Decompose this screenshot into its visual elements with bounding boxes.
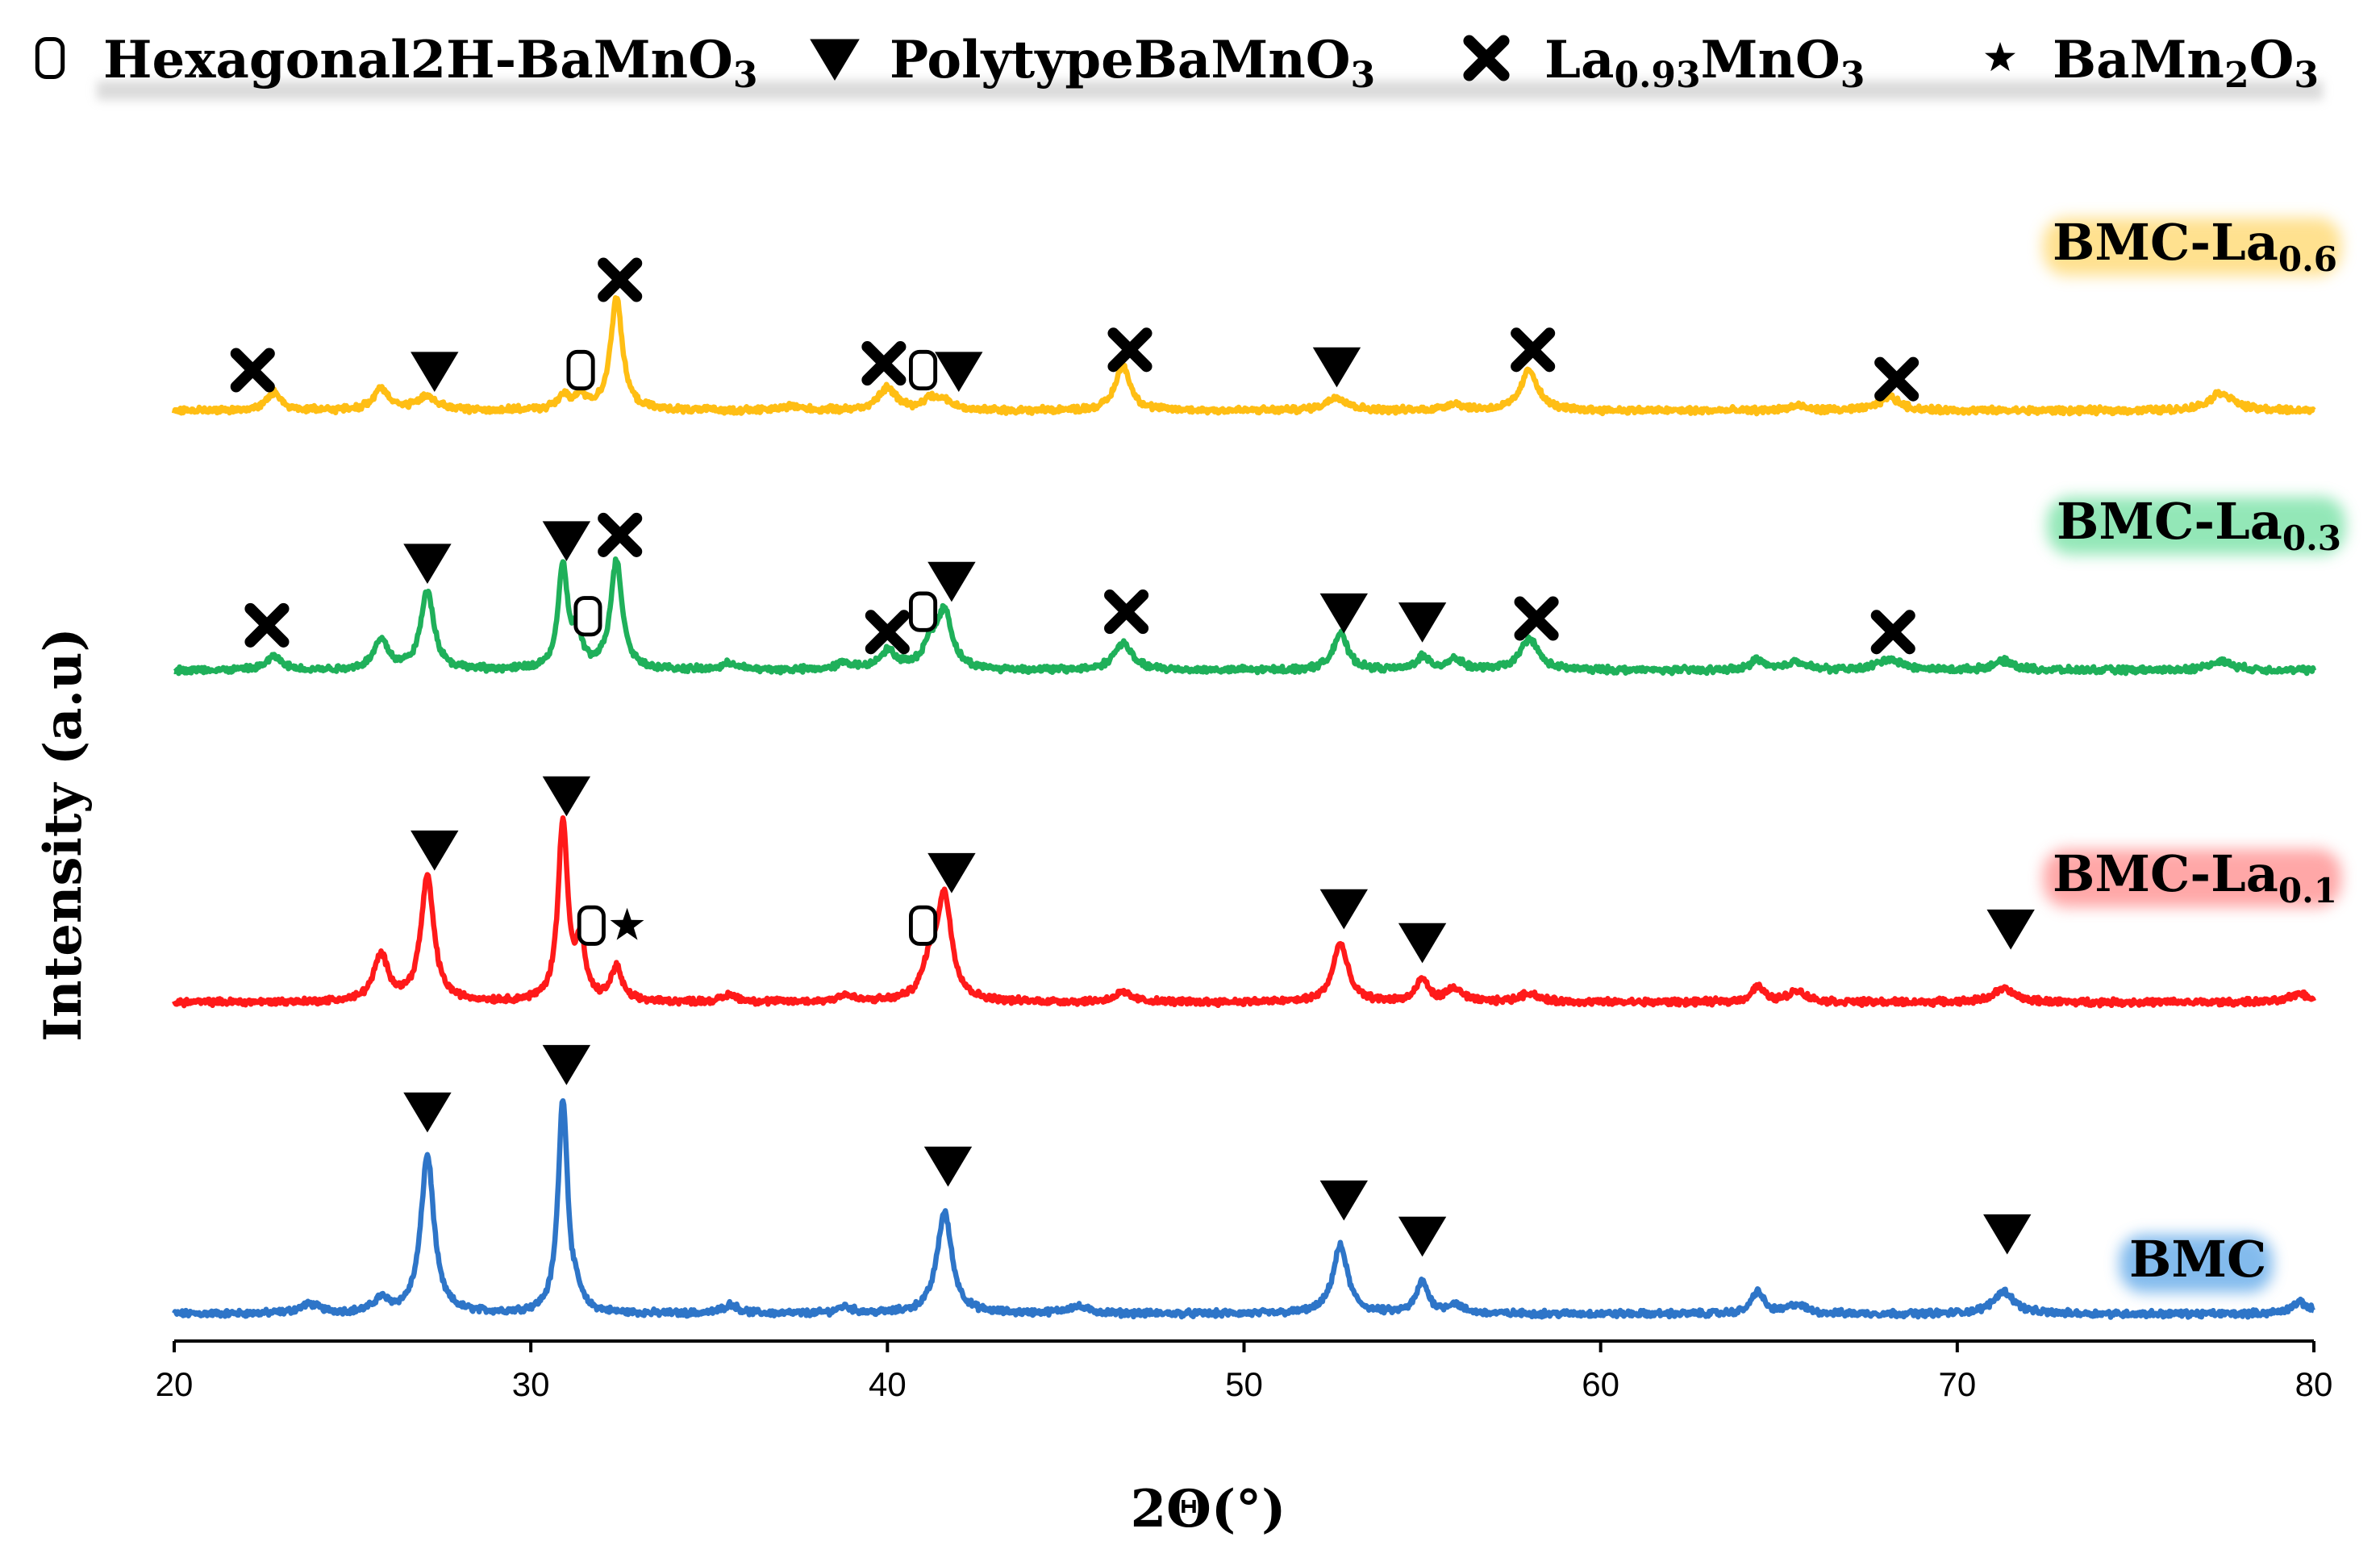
- peak-marker-bold-x: [1107, 327, 1152, 373]
- series-label-glow: [2119, 1235, 2273, 1293]
- x-axis: 20 30 40 50 60 70 80: [156, 1339, 2333, 1403]
- series-label-BMC-La0.1: BMC-La0.1: [2043, 844, 2341, 910]
- peak-marker-down-triangle: [542, 1044, 591, 1085]
- peak-marker-bold-x: [1511, 327, 1556, 373]
- series-line-BMC-La0.6: [171, 295, 2316, 417]
- peak-marker-down-triangle: [411, 830, 459, 871]
- peak-marker-down-triangle: [935, 352, 983, 392]
- x-tick-label-80: 80: [2295, 1365, 2333, 1403]
- marker-layer: [230, 257, 2035, 1257]
- peak-marker-down-triangle: [542, 776, 591, 817]
- peak-marker-bold-x: [244, 602, 290, 648]
- legend-shadow: [97, 81, 2323, 100]
- peak-marker-bold-x: [598, 257, 643, 302]
- peak-marker-down-triangle: [411, 352, 459, 392]
- legend-marker-open-rounded-rect: [35, 36, 65, 80]
- series-line-BMC-La0.3: [172, 556, 2317, 677]
- y-axis-title: Intensity (a.u): [33, 627, 94, 1042]
- series-layer: [171, 295, 2317, 1320]
- peak-marker-down-triangle: [1319, 889, 1369, 930]
- peak-marker-open-rounded-rect: [909, 349, 938, 391]
- series-label-BMC: BMC: [2119, 1230, 2273, 1293]
- peak-marker-down-triangle: [923, 1146, 973, 1187]
- peak-marker-down-triangle: [403, 1092, 452, 1133]
- legend-marker-down-triangle: [810, 39, 860, 81]
- peak-marker-down-triangle: [927, 852, 976, 893]
- peak-marker-open-rounded-rect: [909, 591, 938, 632]
- peak-marker-down-triangle: [1986, 909, 2035, 950]
- legend-label-la-mno3: La0.93MnO3: [1544, 30, 1865, 96]
- series-label-text: BMC: [2129, 1230, 2266, 1289]
- legend-symbol-open-rounded-rect: [35, 36, 65, 80]
- peak-marker-down-triangle: [927, 561, 976, 602]
- peak-marker-down-triangle: [1398, 1216, 1447, 1257]
- x-tick-label-20: 20: [156, 1365, 194, 1403]
- peak-marker-bold-x: [1874, 356, 1919, 402]
- peak-marker-down-triangle: [1398, 923, 1447, 964]
- legend-item-polytype: PolytypeBaMnO3: [810, 30, 1375, 96]
- series-label-BMC-La0.3: BMC-La0.3: [2047, 492, 2345, 558]
- x-axis-title: 2Θ(°): [1131, 1479, 1286, 1539]
- series-label-text: BMC-La0.6: [2053, 213, 2337, 279]
- series-line-BMC: [172, 1098, 2316, 1320]
- legend-symbol-bold-x: [1463, 35, 1510, 81]
- peak-marker-bold-x: [861, 341, 907, 386]
- series-label-text: BMC-La0.1: [2053, 844, 2337, 910]
- legend-marker-bold-x: [1463, 35, 1510, 81]
- x-tick-label-60: 60: [1582, 1365, 1619, 1403]
- x-tick-label-30: 30: [512, 1365, 550, 1403]
- peak-marker-down-triangle: [1319, 1180, 1369, 1221]
- legend-item-la-mno3: La0.93MnO3: [1463, 30, 1865, 96]
- legend-label-hexagonal: Hexagonal2H-BaMnO3: [103, 30, 757, 96]
- peak-marker-bold-x: [865, 610, 910, 655]
- x-tick-label-50: 50: [1225, 1365, 1263, 1403]
- peak-marker-open-rounded-rect: [577, 905, 606, 946]
- peak-marker-open-rounded-rect: [573, 596, 602, 637]
- series-line-BMC-La0.1: [172, 815, 2316, 1009]
- series-label-text: BMC-La0.3: [2057, 492, 2341, 558]
- peak-marker-bold-x: [1870, 610, 1915, 655]
- peak-marker-down-triangle: [1312, 347, 1361, 388]
- series-label-glow: [2043, 218, 2341, 276]
- peak-marker-down-triangle: [1319, 593, 1369, 634]
- peak-marker-bold-x: [1104, 589, 1149, 635]
- x-tick-label-70: 70: [1938, 1365, 1976, 1403]
- x-tick-label-40: 40: [869, 1365, 907, 1403]
- peak-marker-bold-x: [230, 348, 275, 393]
- legend-label-bamn2o3: BaMn2O3: [2053, 30, 2319, 96]
- legend-symbol-star: [1985, 42, 2015, 72]
- legend: Hexagonal2H-BaMnO3 PolytypeBaMnO3 La0.93…: [35, 30, 2323, 100]
- peak-marker-open-rounded-rect: [566, 349, 595, 391]
- peak-marker-bold-x: [1514, 596, 1559, 641]
- peak-marker-down-triangle: [403, 544, 452, 584]
- peak-marker-down-triangle: [1398, 602, 1447, 643]
- peak-marker-bold-x: [598, 512, 643, 557]
- peak-marker-open-rounded-rect: [909, 905, 938, 946]
- peak-marker-down-triangle: [1983, 1214, 2032, 1255]
- series-label-glow: [2043, 849, 2341, 907]
- legend-item-hexagonal: Hexagonal2H-BaMnO3: [35, 30, 757, 96]
- legend-item-bamn2o3: BaMn2O3: [1985, 30, 2319, 96]
- series-label-BMC-La0.6: BMC-La0.6: [2043, 213, 2341, 279]
- legend-marker-star: [1985, 42, 2015, 72]
- series-label-layer: BMC BMC-La0.1 BMC-La0.3 BMC-La0.6: [2043, 213, 2345, 1293]
- peak-marker-down-triangle: [542, 521, 591, 561]
- legend-label-polytype: PolytypeBaMnO3: [890, 30, 1375, 96]
- legend-symbol-down-triangle: [810, 39, 860, 81]
- series-label-glow: [2047, 497, 2345, 555]
- peak-marker-star: [610, 907, 644, 940]
